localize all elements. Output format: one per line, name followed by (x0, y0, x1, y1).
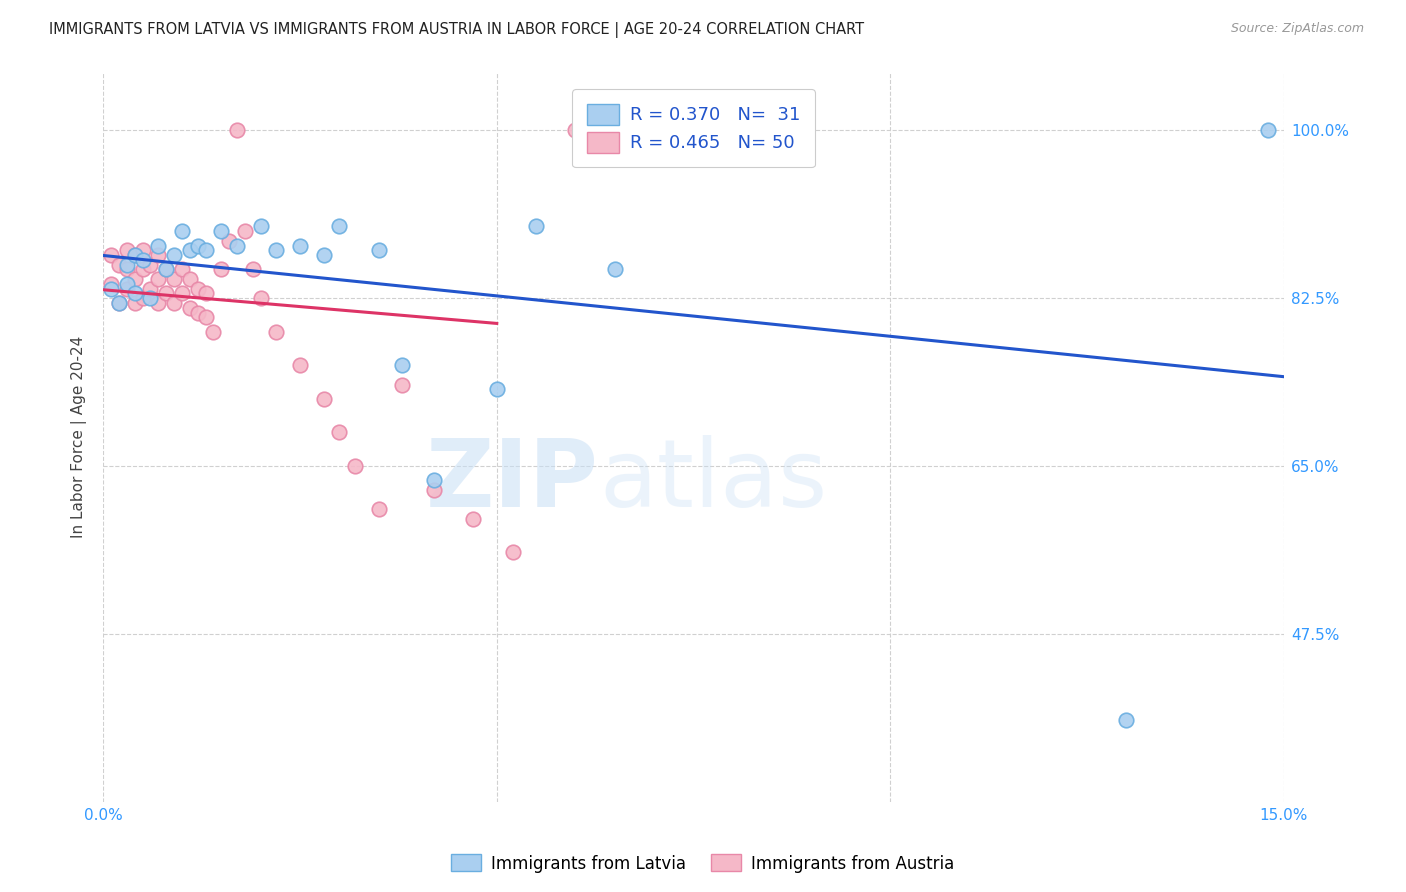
Point (312, 248, 335, 262)
Point (131, 262, 153, 277)
Point (423, 474, 446, 488)
Point (100, 248, 122, 262)
Point (100, 282, 122, 296)
Point (1257, 123, 1279, 137)
Point (131, 291, 153, 305)
Point (288, 238, 311, 252)
Point (266, 244, 288, 258)
Point (170, 286, 193, 301)
Point (148, 238, 170, 252)
Point (391, 359, 413, 373)
Point (266, 325, 288, 339)
Point (139, 258, 162, 272)
Legend: R = 0.370   N=  31, R = 0.465   N= 50: R = 0.370 N= 31, R = 0.465 N= 50 (572, 89, 815, 167)
Point (643, 123, 665, 137)
Point (209, 224, 232, 238)
Point (367, 244, 389, 258)
Point (288, 359, 311, 373)
Point (124, 286, 146, 301)
Point (124, 248, 146, 262)
Point (148, 248, 170, 262)
Point (721, 123, 744, 137)
Point (124, 272, 146, 286)
Point (242, 262, 264, 277)
Point (115, 258, 138, 272)
Point (485, 382, 508, 396)
Point (226, 123, 249, 137)
Point (194, 244, 217, 258)
Point (139, 291, 162, 305)
Text: ZIP: ZIP (426, 435, 599, 527)
Point (179, 272, 201, 286)
Text: atlas: atlas (599, 435, 827, 527)
Point (148, 296, 170, 310)
Point (139, 282, 162, 296)
Point (155, 262, 177, 277)
Point (249, 219, 271, 234)
Point (502, 545, 524, 559)
Y-axis label: In Labor Force | Age 20-24: In Labor Force | Age 20-24 (72, 336, 87, 539)
Point (179, 244, 201, 258)
Point (1115, 713, 1137, 727)
Point (643, 123, 665, 137)
Point (187, 282, 209, 296)
Point (187, 238, 209, 252)
Point (100, 277, 122, 291)
Point (463, 512, 485, 526)
Point (131, 244, 153, 258)
Point (163, 272, 186, 286)
Text: IMMIGRANTS FROM LATVIA VS IMMIGRANTS FROM AUSTRIA IN LABOR FORCE | AGE 20-24 COR: IMMIGRANTS FROM LATVIA VS IMMIGRANTS FRO… (49, 22, 865, 38)
Point (115, 277, 138, 291)
Point (328, 219, 350, 234)
Point (249, 291, 271, 305)
Point (367, 502, 389, 516)
Text: Source: ZipAtlas.com: Source: ZipAtlas.com (1230, 22, 1364, 36)
Point (170, 262, 193, 277)
Point (170, 224, 193, 238)
Point (163, 296, 186, 310)
Point (391, 377, 413, 392)
Point (108, 258, 131, 272)
Point (524, 219, 547, 234)
Point (131, 252, 153, 267)
Point (423, 483, 446, 497)
Point (226, 238, 249, 252)
Point (108, 296, 131, 310)
Point (163, 248, 186, 262)
Point (115, 282, 138, 296)
Point (344, 458, 367, 473)
Point (148, 272, 170, 286)
Point (179, 301, 201, 315)
Point (115, 262, 138, 277)
Point (312, 392, 335, 406)
Point (108, 296, 131, 310)
Point (218, 234, 240, 248)
Legend: Immigrants from Latvia, Immigrants from Austria: Immigrants from Latvia, Immigrants from … (444, 847, 962, 880)
Point (328, 425, 350, 440)
Point (155, 286, 177, 301)
Point (124, 296, 146, 310)
Point (603, 262, 626, 277)
Point (202, 325, 225, 339)
Point (187, 305, 209, 319)
Point (194, 286, 217, 301)
Point (124, 248, 146, 262)
Point (155, 262, 177, 277)
Point (209, 262, 232, 277)
Point (115, 244, 138, 258)
Point (194, 310, 217, 325)
Point (233, 224, 256, 238)
Point (564, 123, 586, 137)
